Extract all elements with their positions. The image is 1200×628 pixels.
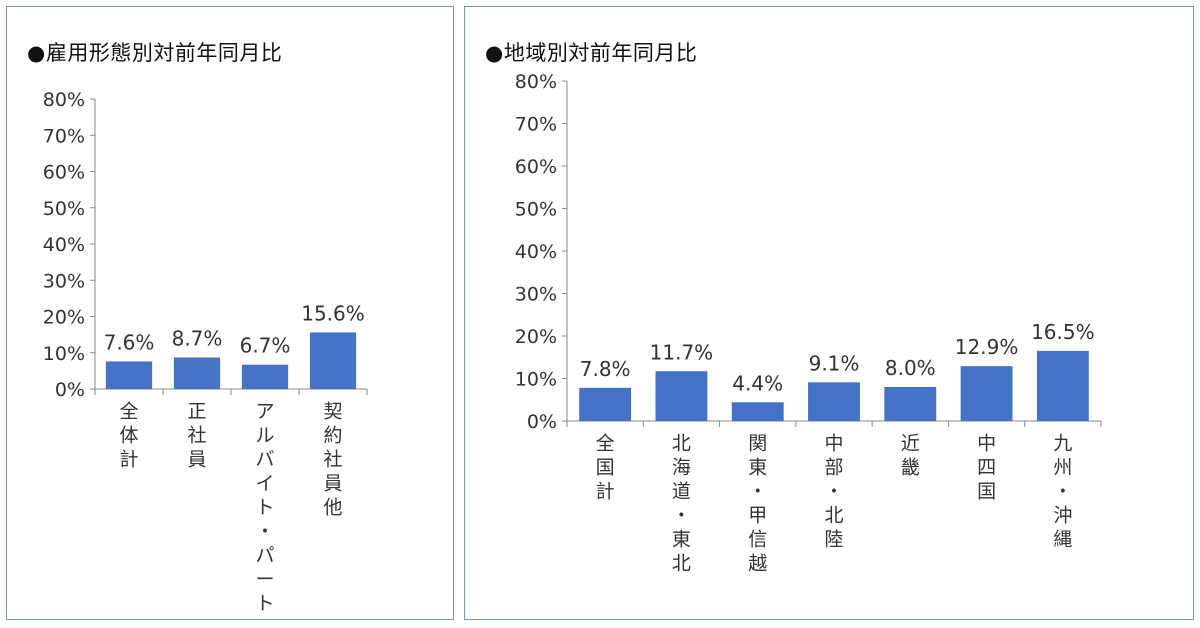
data-label: 7.6% — [104, 330, 155, 354]
data-label: 11.7% — [650, 340, 714, 364]
x-category-label: 全国計 — [596, 432, 615, 502]
y-tick-label: 0% — [527, 411, 557, 433]
y-tick-label: 40% — [43, 234, 85, 256]
y-tick-label: 50% — [43, 198, 85, 220]
bar — [731, 402, 784, 421]
chart-title: ●地域別対前年同月比 — [485, 41, 698, 65]
y-tick-label: 10% — [515, 369, 557, 391]
bar — [579, 387, 632, 421]
y-tick-label: 20% — [43, 307, 85, 329]
x-category-label: 北海道・東北 — [672, 432, 691, 574]
region-chart-panel: ●地域別対前年同月比 0% 10% 20% 30% 40% 50% 60% 70% 80% 7.8… — [464, 6, 1194, 620]
x-category-label: 契約社員他 — [323, 400, 342, 518]
bar — [173, 357, 221, 389]
y-tick-label: 30% — [43, 270, 85, 292]
x-category-label: アルバイト・パート — [255, 400, 274, 614]
x-category-label: 正社員 — [187, 400, 206, 470]
y-tick-label: 40% — [515, 241, 557, 263]
bar — [960, 366, 1013, 421]
y-tick-label: 60% — [515, 156, 557, 178]
y-tick-label: 0% — [55, 379, 85, 401]
y-tick-label: 20% — [515, 326, 557, 348]
x-category-label: 中部・北陸 — [824, 432, 843, 550]
data-label: 6.7% — [240, 334, 291, 358]
y-tick-label: 30% — [515, 284, 557, 306]
data-label: 8.7% — [172, 326, 223, 350]
bar — [105, 361, 153, 389]
bar — [241, 364, 289, 389]
x-category-label: 近畿 — [901, 432, 920, 478]
region-bar-chart: 0% 10% 20% 30% 40% 50% 60% 70% 80% 7.8% 全国計 11.7% 北海… — [515, 71, 1102, 574]
data-label: 4.4% — [732, 371, 783, 395]
data-label: 16.5% — [1031, 320, 1095, 344]
y-tick-label: 80% — [515, 71, 557, 93]
y-tick-label: 10% — [43, 343, 85, 365]
bar — [884, 387, 937, 421]
x-category-label: 全体計 — [119, 400, 138, 470]
data-label: 7.8% — [580, 357, 631, 381]
data-label: 15.6% — [301, 301, 365, 325]
bar — [808, 382, 860, 421]
bar — [309, 332, 357, 389]
y-tick-label: 70% — [43, 125, 85, 147]
x-category-label: 九州・沖縄 — [1053, 432, 1072, 550]
data-label: 8.0% — [885, 356, 936, 380]
y-tick-label: 60% — [43, 162, 85, 184]
data-label: 9.1% — [809, 351, 860, 375]
employment-type-bar-chart: 0% 10% 20% 30% 40% 50% 60% 70% 80% 7.6% 全体計 8.7% 正社員… — [43, 89, 368, 614]
y-tick-label: 50% — [515, 199, 557, 221]
x-category-label: 関東・甲信越 — [748, 432, 767, 574]
bar — [655, 371, 708, 421]
bar — [1036, 350, 1089, 421]
x-category-label: 中四国 — [977, 432, 996, 502]
chart-title: ●雇用形態別対前年同月比 — [27, 41, 283, 65]
y-tick-label: 80% — [43, 89, 85, 111]
data-label: 12.9% — [955, 335, 1019, 359]
employment-type-chart-panel: ●雇用形態別対前年同月比 0% 10% 20% 30% 40% 50% 60% 70% 80% 7… — [6, 6, 454, 620]
y-tick-label: 70% — [515, 114, 557, 136]
